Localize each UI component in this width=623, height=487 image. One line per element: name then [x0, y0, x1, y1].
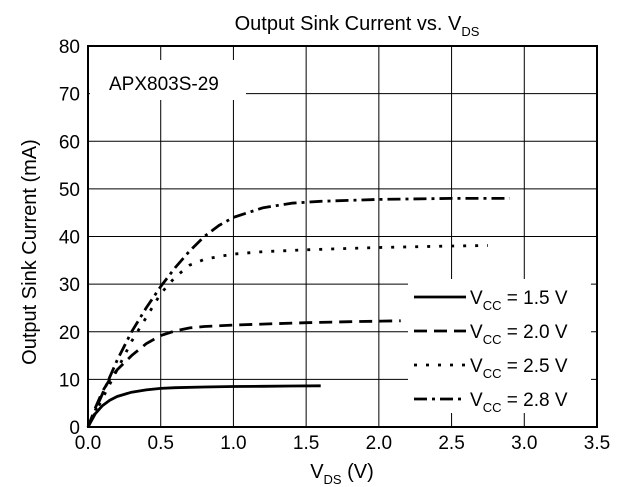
legend-label-main: V — [470, 288, 483, 309]
y-tick-label: 40 — [59, 228, 80, 249]
x-tick-label: 3.0 — [511, 433, 537, 454]
legend-label-sub: CC — [483, 400, 502, 415]
x-axis-label-unit: (V) — [342, 461, 374, 483]
legend-label-rest: = 1.5 V — [501, 288, 567, 309]
series-lines — [86, 196, 510, 428]
x-tick-label: 2.0 — [366, 433, 392, 454]
chart-title-main: Output Sink Current vs. V — [235, 13, 462, 35]
x-tick-label: 0.5 — [148, 433, 174, 454]
x-axis-label-main: V — [310, 461, 324, 483]
legend-label-sub: CC — [483, 366, 502, 381]
x-axis-label: VDS (V) — [310, 461, 374, 487]
legend-label-main: V — [470, 356, 483, 377]
series-line-2 — [86, 319, 401, 428]
y-tick-label: 20 — [59, 323, 80, 344]
x-tick-label: 3.5 — [584, 433, 610, 454]
y-tick-label: 10 — [59, 370, 80, 391]
y-tick-label: 70 — [59, 85, 80, 106]
plot-frame — [87, 45, 598, 428]
series-line-1 — [86, 384, 321, 428]
x-axis: 0.0 0.5 1.0 1.5 2.0 2.5 3.0 3.5 — [75, 433, 610, 454]
x-tick-label: 1.5 — [293, 433, 319, 454]
legend-label-main: V — [470, 322, 483, 343]
x-tick-label: 1.0 — [220, 433, 246, 454]
y-tick-label: 80 — [59, 37, 80, 58]
y-axis: 0 10 20 30 40 50 60 70 80 — [59, 37, 80, 439]
x-tick-label: 2.5 — [438, 433, 464, 454]
legend-label-main: V — [470, 390, 483, 411]
series-line-4 — [86, 196, 510, 428]
legend-label-sub: CC — [483, 298, 502, 313]
chart-title-sub: DS — [461, 24, 479, 39]
y-axis-label: Output Sink Current (mA) — [19, 139, 41, 365]
annotation-box — [90, 60, 246, 100]
legend-label-sub: CC — [483, 332, 502, 347]
y-tick-label: 60 — [59, 132, 80, 153]
legend-label-3: VCC = 2.5 V — [470, 356, 568, 381]
legend-label-rest: = 2.0 V — [501, 322, 567, 343]
legend-label-1: VCC = 1.5 V — [470, 288, 568, 313]
x-tick-label: 0.0 — [75, 433, 101, 454]
chart-title: Output Sink Current vs. VDS — [235, 13, 480, 39]
legend-label-2: VCC = 2.0 V — [470, 322, 568, 347]
x-axis-label-sub: DS — [324, 472, 342, 487]
legend-label-4: VCC = 2.8 V — [470, 390, 568, 415]
legend-label-rest: = 2.8 V — [501, 390, 567, 411]
chart-annotation: APX803S-29 — [109, 74, 219, 95]
y-tick-label: 30 — [59, 275, 80, 296]
legend-box — [408, 279, 591, 413]
y-tick-label: 50 — [59, 180, 80, 201]
y-tick-label: 0 — [69, 418, 80, 439]
legend-label-rest: = 2.5 V — [501, 356, 567, 377]
